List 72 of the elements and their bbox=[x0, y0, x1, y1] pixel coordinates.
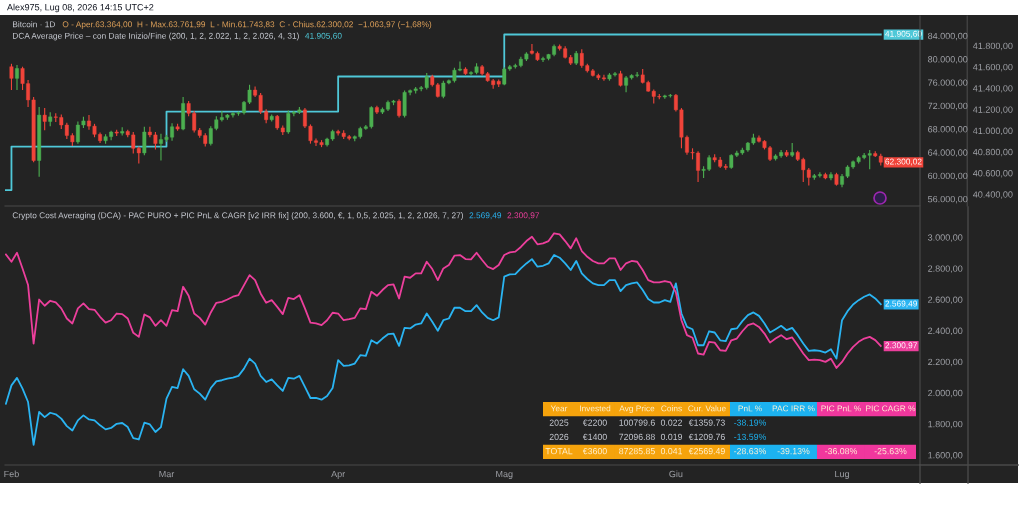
y-tick-label: 56.000,00 bbox=[928, 195, 968, 204]
chart-title: Bitcoin · 1D bbox=[13, 21, 55, 28]
text: €2200 bbox=[582, 419, 607, 426]
text: -39.13% bbox=[777, 448, 810, 455]
y-tick-label: 60.000,00 bbox=[928, 172, 968, 181]
text: Alex975, Lug 08, 2026 14:15 UTC+2 bbox=[7, 3, 154, 13]
y2-tick-label: 40.400,00 bbox=[972, 191, 1013, 199]
y-tick-label: 1.800,00 bbox=[928, 420, 963, 429]
category-label: Invested bbox=[580, 405, 611, 412]
category-label: Year bbox=[550, 405, 568, 412]
text: €2569.49 bbox=[688, 448, 725, 455]
text: €1400 bbox=[582, 433, 607, 440]
text: 2.300,97 bbox=[507, 212, 540, 220]
text: -36.08% bbox=[825, 448, 857, 455]
y2-tick-label: 41.000,00 bbox=[972, 127, 1013, 136]
category-label: Coins bbox=[661, 405, 682, 412]
text: €1359.73 bbox=[688, 419, 725, 426]
y2-tick-label: 41.600,00 bbox=[972, 63, 1013, 72]
y2-tick-label: 41.800,00 bbox=[972, 42, 1013, 51]
text: 2026 bbox=[549, 433, 569, 440]
data-label: 2.569,49 bbox=[885, 300, 917, 308]
y2-tick-label: 41.200,00 bbox=[972, 106, 1013, 114]
text: 2025 bbox=[549, 419, 569, 426]
text: 2.569,49 bbox=[469, 212, 502, 220]
y2-tick-label: 40.800,00 bbox=[972, 148, 1013, 157]
y-tick-label: 2.800,00 bbox=[928, 265, 963, 273]
y-tick-label: 2.200,00 bbox=[928, 358, 963, 367]
y-tick-label: 2.000,00 bbox=[928, 389, 963, 398]
text: -38.19% bbox=[734, 419, 766, 426]
text: 0.041 bbox=[660, 448, 683, 455]
text: -28.63% bbox=[734, 448, 766, 455]
x-tick-label: Mar bbox=[159, 470, 175, 478]
text: TOTAL bbox=[545, 448, 573, 455]
text: 87285.85 bbox=[619, 448, 655, 455]
x-tick-label: Mag bbox=[496, 470, 513, 479]
x-tick-label: Feb bbox=[4, 470, 19, 478]
y-tick-label: 2.600,00 bbox=[928, 296, 963, 304]
data-label: 41.905,60 bbox=[885, 30, 922, 38]
x-tick-label: Giu bbox=[669, 470, 683, 478]
text: €3600 bbox=[582, 448, 607, 455]
y-tick-label: 1.600,00 bbox=[928, 452, 963, 460]
category-label: Avg Price bbox=[619, 405, 655, 414]
text: -13.59% bbox=[734, 433, 766, 440]
text: -25.63% bbox=[874, 448, 907, 455]
x-tick-label: Apr bbox=[331, 470, 346, 479]
category-label: PnL % bbox=[738, 405, 762, 412]
text: 0.022 bbox=[660, 419, 683, 426]
y-tick-label: 2.400,00 bbox=[928, 327, 963, 336]
category-label: PIC CAGR % bbox=[866, 405, 916, 412]
text: €1209.76 bbox=[688, 433, 725, 440]
y-tick-label: 80.000,00 bbox=[928, 56, 968, 64]
y-tick-label: 72.000,00 bbox=[928, 102, 968, 111]
annotation: 62.300,02 bbox=[885, 158, 922, 166]
y-tick-label: 68.000,00 bbox=[928, 126, 968, 134]
y2-tick-label: 41.400,00 bbox=[972, 85, 1013, 93]
y2-tick-label: 40.600,00 bbox=[972, 170, 1013, 178]
text: DCA Average Price – con Date Inizio/Fine (200, 1, 2, 2.022, 1, 2, 2.026, 4, 31) bbox=[13, 32, 299, 41]
text: 72096.88 bbox=[619, 433, 655, 440]
category-label: PAC IRR % bbox=[772, 405, 815, 412]
text: 0.019 bbox=[660, 433, 683, 440]
text: Crypto Cost Averaging (DCA) - PAC PURO + PIC PnL & CAGR [v2 IRR fix] (200, 3.600, €, 1, 0,5, 2.025, 1, 2, 2.026, 7, 27) bbox=[12, 212, 464, 220]
text: O - Aper.63.364,00 H - Max.63.761,99 L - Min.61.743,83 C - Chius.62.300,02 −1.063,97 (−1,68%) bbox=[62, 21, 432, 29]
text: 100799.6 bbox=[619, 419, 655, 426]
data-label: 2.300,97 bbox=[885, 342, 917, 350]
y-tick-label: 84.000,00 bbox=[928, 32, 968, 41]
category-label: Cur. Value bbox=[688, 405, 726, 412]
text: 41.905,60 bbox=[305, 32, 342, 40]
category-label: PIC PnL % bbox=[821, 405, 861, 412]
y-tick-label: 64.000,00 bbox=[928, 149, 968, 157]
x-tick-label: Lug bbox=[835, 470, 849, 479]
y-tick-label: 3.000,00 bbox=[927, 234, 963, 242]
y-tick-label: 76.000,00 bbox=[928, 79, 968, 87]
